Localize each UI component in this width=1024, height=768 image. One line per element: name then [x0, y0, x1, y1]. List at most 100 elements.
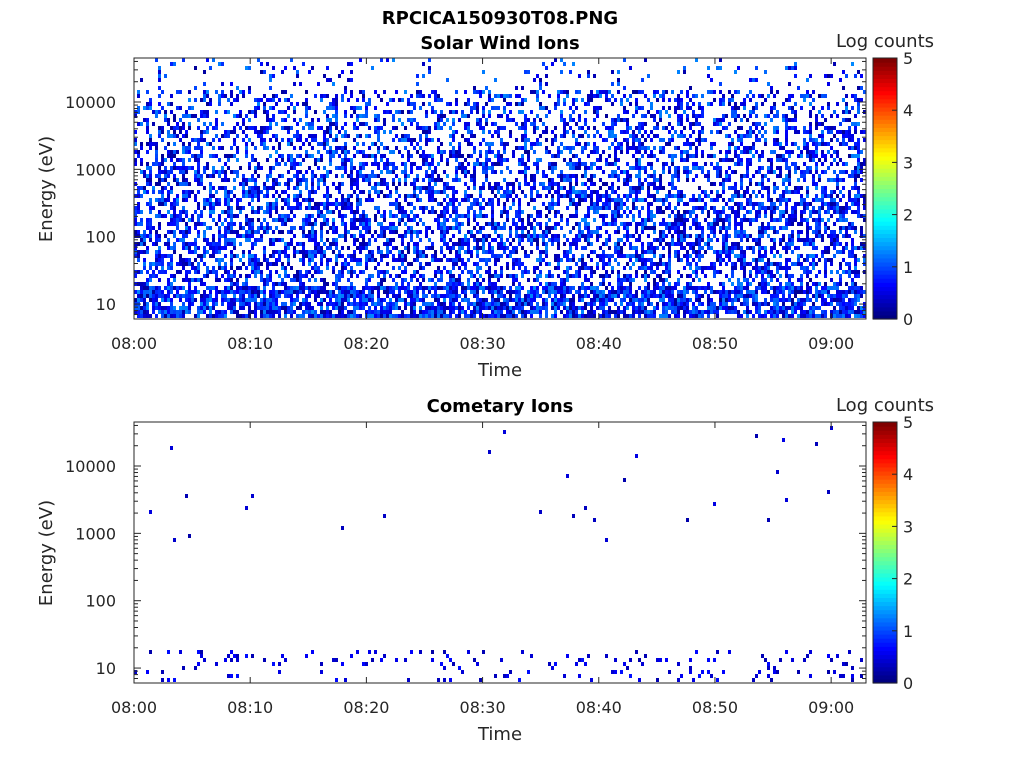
- heatmap-cell: [614, 162, 617, 166]
- heatmap-cell: [638, 138, 641, 142]
- heatmap-cell: [449, 290, 452, 294]
- heatmap-cell: [440, 202, 443, 206]
- heatmap-cell: [224, 110, 227, 114]
- heatmap-cell: [593, 314, 596, 318]
- heatmap-cell: [485, 238, 488, 242]
- heatmap-cell: [488, 234, 491, 238]
- heatmap-cell: [296, 194, 299, 198]
- heatmap-cell: [374, 314, 377, 318]
- heatmap-cell: [479, 122, 482, 126]
- heatmap-cell: [506, 314, 509, 318]
- heatmap-cell: [629, 222, 632, 226]
- heatmap-cell: [509, 182, 512, 186]
- heatmap-cell: [467, 186, 470, 190]
- heatmap-cell: [137, 298, 140, 302]
- heatmap-cell: [314, 174, 317, 178]
- heatmap-cell: [206, 314, 209, 318]
- heatmap-cell: [527, 150, 530, 154]
- heatmap-cell: [302, 142, 305, 146]
- heatmap-cell: [380, 314, 383, 318]
- heatmap-cell: [326, 66, 329, 70]
- heatmap-cell: [260, 274, 263, 278]
- heatmap-cell: [635, 230, 638, 234]
- heatmap-cell: [440, 98, 443, 102]
- heatmap-cell: [152, 142, 155, 146]
- heatmap-cell: [419, 274, 422, 278]
- heatmap-cell: [338, 182, 341, 186]
- heatmap-cell: [269, 106, 272, 110]
- heatmap-cell: [602, 138, 605, 142]
- heatmap-cell: [461, 270, 464, 274]
- heatmap-cell: [227, 98, 230, 102]
- heatmap-cell: [530, 242, 533, 246]
- heatmap-cell: [431, 254, 434, 258]
- heatmap-cell: [623, 182, 626, 186]
- heatmap-cell: [557, 186, 560, 190]
- heatmap-cell: [224, 314, 227, 318]
- heatmap-cell: [281, 190, 284, 194]
- heatmap-cell: [476, 106, 479, 110]
- heatmap-cell: [299, 170, 302, 174]
- heatmap-cell: [572, 302, 575, 306]
- heatmap-cell: [434, 250, 437, 254]
- heatmap-cell: [410, 230, 413, 234]
- heatmap-cell: [287, 310, 290, 314]
- heatmap-cell: [647, 226, 650, 230]
- heatmap-cell: [566, 310, 569, 314]
- heatmap-cell: [614, 314, 617, 318]
- heatmap-cell: [452, 294, 455, 298]
- heatmap-cell: [560, 178, 563, 182]
- heatmap-cell: [479, 298, 482, 302]
- heatmap-cell: [287, 254, 290, 258]
- heatmap-cell: [266, 230, 269, 234]
- heatmap-cell: [398, 306, 401, 310]
- heatmap-cell: [215, 250, 218, 254]
- heatmap-cell: [404, 258, 407, 262]
- heatmap-cell: [218, 102, 221, 106]
- heatmap-cell: [482, 110, 485, 114]
- heatmap-cell: [269, 262, 272, 266]
- heatmap-cell: [404, 222, 407, 226]
- heatmap-cell: [536, 166, 539, 170]
- heatmap-cell: [155, 158, 158, 162]
- heatmap-cell: [629, 290, 632, 294]
- heatmap-cell: [452, 242, 455, 246]
- heatmap-cell: [350, 286, 353, 290]
- heatmap-cell: [482, 298, 485, 302]
- heatmap-cell: [212, 194, 215, 198]
- heatmap-cell: [203, 282, 206, 286]
- heatmap-cell: [221, 274, 224, 278]
- heatmap-cell: [488, 286, 491, 290]
- heatmap-cell: [311, 250, 314, 254]
- heatmap-cell: [263, 94, 266, 98]
- heatmap-cell: [308, 286, 311, 290]
- heatmap-cell: [392, 150, 395, 154]
- heatmap-cell: [239, 266, 242, 270]
- heatmap-cell: [407, 286, 410, 290]
- heatmap-cell: [179, 294, 182, 298]
- heatmap-cell: [557, 254, 560, 258]
- heatmap-cell: [398, 314, 401, 318]
- heatmap-cell: [254, 254, 257, 258]
- heatmap-cell: [383, 286, 386, 290]
- heatmap-cell: [362, 306, 365, 310]
- heatmap-cell: [461, 222, 464, 226]
- heatmap-cell: [446, 118, 449, 122]
- heatmap-cell: [149, 230, 152, 234]
- heatmap-cell: [545, 214, 548, 218]
- heatmap-cell: [611, 210, 614, 214]
- heatmap-cell: [371, 302, 374, 306]
- heatmap-cell: [614, 294, 617, 298]
- heatmap-cell: [212, 270, 215, 274]
- heatmap-cell: [650, 266, 653, 270]
- heatmap-cell: [356, 262, 359, 266]
- heatmap-cell: [614, 134, 617, 138]
- heatmap-cell: [149, 266, 152, 270]
- heatmap-cell: [305, 178, 308, 182]
- heatmap-cell: [515, 226, 518, 230]
- heatmap-cell: [548, 206, 551, 210]
- heatmap-cell: [431, 310, 434, 314]
- heatmap-cell: [335, 166, 338, 170]
- heatmap-cell: [287, 126, 290, 130]
- heatmap-cell: [263, 186, 266, 190]
